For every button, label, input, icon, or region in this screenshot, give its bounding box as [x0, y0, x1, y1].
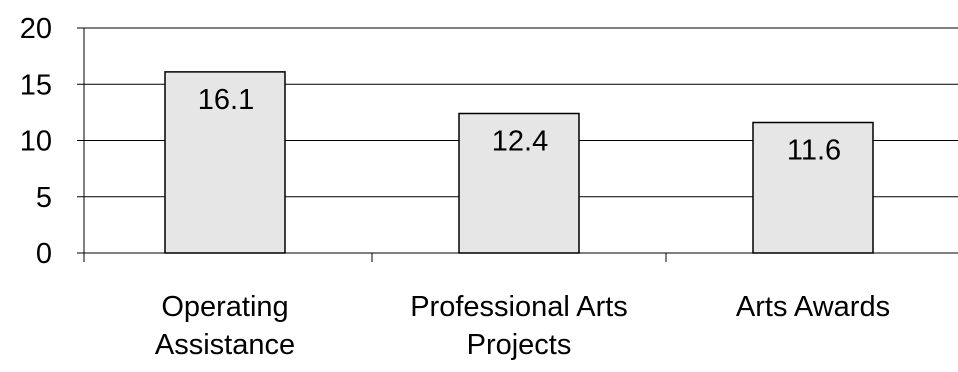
y-tick-label: 0: [36, 238, 52, 270]
labels: 0 5 10 15 20 16.1 12.4 11.6 Operating Assistance P…: [20, 13, 890, 361]
y-tick-label: 15: [20, 69, 52, 101]
bar: [164, 71, 286, 254]
y-tick-label: 10: [20, 126, 52, 158]
x-tick-label: Operating Assistance: [155, 291, 295, 361]
y-tick-label: 20: [20, 13, 52, 45]
y-tick-label: 5: [36, 182, 52, 214]
bar-value-label: 16.1: [198, 84, 254, 116]
bar: [752, 121, 874, 254]
x-tick-label: Arts Awards: [736, 291, 890, 323]
x-tick-label-line: Professional Arts: [410, 291, 628, 323]
bar-value-label: 12.4: [492, 126, 548, 158]
bars: [164, 71, 874, 254]
x-tick-label: Professional Arts Projects: [410, 291, 628, 361]
x-tick-label-line: Arts Awards: [736, 291, 890, 323]
x-tick-label-line: Operating: [161, 291, 288, 323]
axes: [77, 27, 958, 262]
bar-value-label: 11.6: [787, 135, 841, 167]
x-tick-label-line: Projects: [467, 329, 572, 361]
x-tick-label-line: Assistance: [155, 329, 295, 361]
